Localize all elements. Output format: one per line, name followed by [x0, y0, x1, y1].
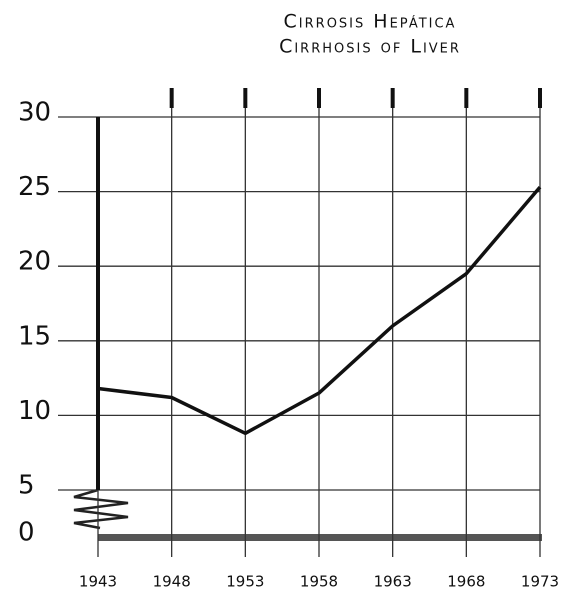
- axis-break: [73, 488, 129, 530]
- x-tick-label: 1958: [300, 573, 338, 591]
- y-tick-label: 30: [18, 98, 51, 128]
- x-tick-label: 1943: [79, 573, 117, 591]
- x-axis: [98, 534, 542, 541]
- y-tick-label: 15: [18, 321, 51, 351]
- x-tick-label: 1968: [447, 573, 485, 591]
- chart-subtitle: Cirrhosis of Liver: [279, 36, 461, 58]
- y-tick-label: 10: [18, 396, 51, 426]
- chart-title: Cirrosis Hepática: [284, 11, 457, 33]
- x-tick-label: 1963: [374, 573, 412, 591]
- x-tick-label: 1948: [153, 573, 191, 591]
- y-tick-label: 20: [18, 247, 51, 277]
- data-line: [97, 185, 542, 436]
- y-tick-label: 25: [18, 172, 51, 202]
- x-tick-label: 1973: [521, 573, 559, 591]
- x-tick-label: 1953: [226, 573, 264, 591]
- y-tick-label: 0: [18, 518, 35, 548]
- y-tick-label: 5: [18, 471, 35, 501]
